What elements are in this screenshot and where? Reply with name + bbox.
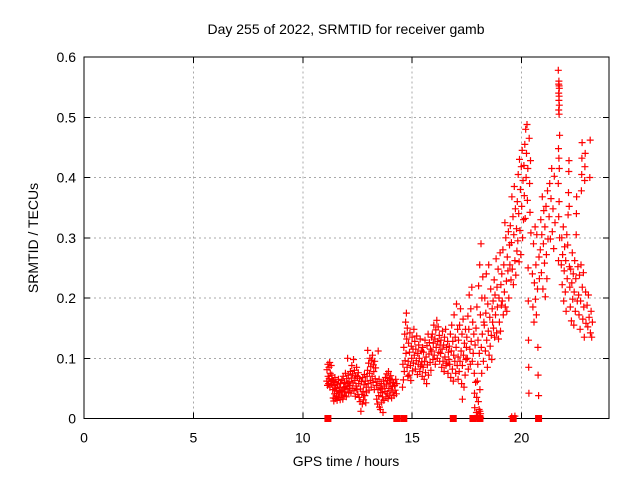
y-axis-label: SRMTID / TECUs xyxy=(25,183,41,293)
zero-axis-square-marker xyxy=(469,415,477,422)
axis-ticks xyxy=(83,56,609,419)
y-tick-label: 0.2 xyxy=(57,290,77,306)
x-axis-label: GPS time / hours xyxy=(293,453,400,469)
x-tick-label: 15 xyxy=(404,430,420,446)
zero-axis-square-marker xyxy=(509,415,517,422)
scatter-plus-markers xyxy=(323,66,596,421)
y-tick-label: 0.1 xyxy=(57,350,77,366)
zero-axis-square-marker xyxy=(476,415,484,422)
zero-axis-square-marker xyxy=(324,415,332,422)
x-tick-label: 10 xyxy=(295,430,311,446)
chart-title: Day 255 of 2022, SRMTID for receiver gam… xyxy=(207,21,484,37)
zero-axis-square-marker xyxy=(400,415,408,422)
y-tick-label: 0.4 xyxy=(57,170,77,186)
x-tick-label: 5 xyxy=(189,430,197,446)
y-tick-label: 0.6 xyxy=(57,49,77,65)
x-tick-label: 0 xyxy=(80,430,88,446)
zero-axis-square-marker xyxy=(449,415,457,422)
data-point-markers xyxy=(323,66,596,422)
axis-tick-labels: 0 5 10 15 20 0 0.1 0.2 0.3 0.4 0.5 0.6 xyxy=(57,49,530,446)
zero-axis-square-marker xyxy=(393,415,401,422)
x-tick-label: 20 xyxy=(514,430,530,446)
zero-axis-square-marker xyxy=(535,415,543,422)
y-tick-label: 0.5 xyxy=(57,109,77,125)
y-tick-label: 0 xyxy=(68,411,76,427)
y-tick-label: 0.3 xyxy=(57,230,77,246)
